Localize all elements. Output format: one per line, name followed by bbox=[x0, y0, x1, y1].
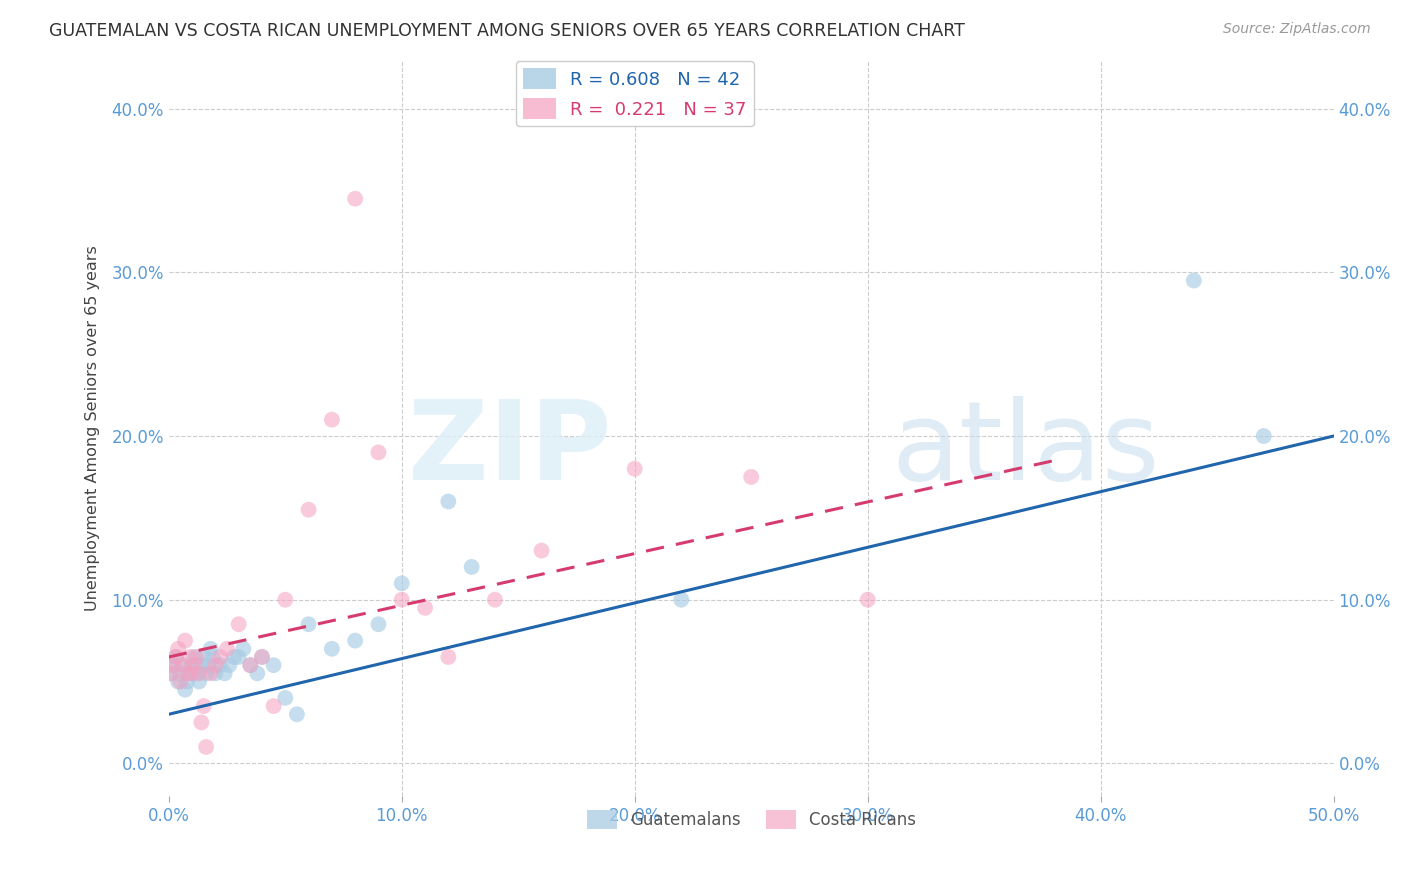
Point bbox=[183, 650, 205, 665]
Text: GUATEMALAN VS COSTA RICAN UNEMPLOYMENT AMONG SENIORS OVER 65 YEARS CORRELATION C: GUATEMALAN VS COSTA RICAN UNEMPLOYMENT A… bbox=[49, 22, 965, 40]
Point bbox=[202, 650, 225, 665]
Point bbox=[250, 650, 273, 665]
Point bbox=[215, 641, 238, 656]
Point bbox=[208, 658, 231, 673]
Point bbox=[197, 658, 219, 673]
Point bbox=[172, 658, 194, 673]
Point bbox=[228, 617, 250, 632]
Point bbox=[193, 650, 215, 665]
Point bbox=[274, 592, 297, 607]
Point bbox=[200, 666, 222, 681]
Point bbox=[367, 617, 389, 632]
Point bbox=[181, 666, 204, 681]
Point bbox=[174, 682, 197, 697]
Point bbox=[321, 412, 343, 426]
Point bbox=[174, 633, 197, 648]
Y-axis label: Unemployment Among Seniors over 65 years: Unemployment Among Seniors over 65 years bbox=[86, 245, 100, 611]
Point bbox=[321, 641, 343, 656]
Point bbox=[671, 592, 693, 607]
Point bbox=[1182, 274, 1205, 288]
Point bbox=[484, 592, 506, 607]
Point bbox=[460, 560, 482, 574]
Point bbox=[188, 666, 211, 681]
Point bbox=[367, 445, 389, 459]
Point bbox=[344, 633, 367, 648]
Point bbox=[263, 658, 285, 673]
Point bbox=[413, 600, 436, 615]
Point bbox=[204, 658, 226, 673]
Point bbox=[195, 666, 218, 681]
Point bbox=[222, 650, 245, 665]
Point bbox=[437, 494, 460, 508]
Point bbox=[160, 666, 183, 681]
Point bbox=[297, 502, 319, 516]
Point bbox=[188, 674, 211, 689]
Point bbox=[167, 641, 190, 656]
Point bbox=[239, 658, 262, 673]
Point bbox=[263, 699, 285, 714]
Point bbox=[190, 715, 212, 730]
Point bbox=[179, 650, 201, 665]
Point bbox=[190, 658, 212, 673]
Point bbox=[623, 462, 645, 476]
Point bbox=[176, 674, 198, 689]
Point bbox=[169, 666, 191, 681]
Point bbox=[246, 666, 269, 681]
Point bbox=[200, 641, 222, 656]
Point bbox=[232, 641, 254, 656]
Point bbox=[228, 650, 250, 665]
Point bbox=[181, 658, 204, 673]
Text: Source: ZipAtlas.com: Source: ZipAtlas.com bbox=[1223, 22, 1371, 37]
Point bbox=[186, 650, 208, 665]
Point bbox=[1253, 429, 1275, 443]
Point bbox=[160, 666, 183, 681]
Point bbox=[208, 650, 231, 665]
Point bbox=[172, 658, 194, 673]
Point bbox=[167, 674, 190, 689]
Point bbox=[162, 658, 184, 673]
Point bbox=[179, 666, 201, 681]
Point bbox=[344, 192, 367, 206]
Legend: Guatemalans, Costa Ricans: Guatemalans, Costa Ricans bbox=[579, 803, 922, 836]
Point bbox=[239, 658, 262, 673]
Point bbox=[250, 650, 273, 665]
Point bbox=[193, 699, 215, 714]
Text: atlas: atlas bbox=[891, 396, 1160, 503]
Point bbox=[169, 674, 191, 689]
Point bbox=[214, 666, 236, 681]
Point bbox=[391, 576, 413, 591]
Point bbox=[740, 470, 762, 484]
Point bbox=[218, 658, 240, 673]
Point bbox=[297, 617, 319, 632]
Point bbox=[176, 666, 198, 681]
Point bbox=[274, 690, 297, 705]
Point bbox=[856, 592, 879, 607]
Point bbox=[165, 650, 187, 665]
Point bbox=[195, 739, 218, 754]
Text: ZIP: ZIP bbox=[408, 396, 612, 503]
Point bbox=[162, 658, 184, 673]
Point bbox=[530, 543, 553, 558]
Point bbox=[391, 592, 413, 607]
Point bbox=[183, 658, 205, 673]
Point bbox=[437, 650, 460, 665]
Point bbox=[285, 707, 308, 722]
Point bbox=[165, 650, 187, 665]
Point bbox=[204, 666, 226, 681]
Point bbox=[186, 666, 208, 681]
